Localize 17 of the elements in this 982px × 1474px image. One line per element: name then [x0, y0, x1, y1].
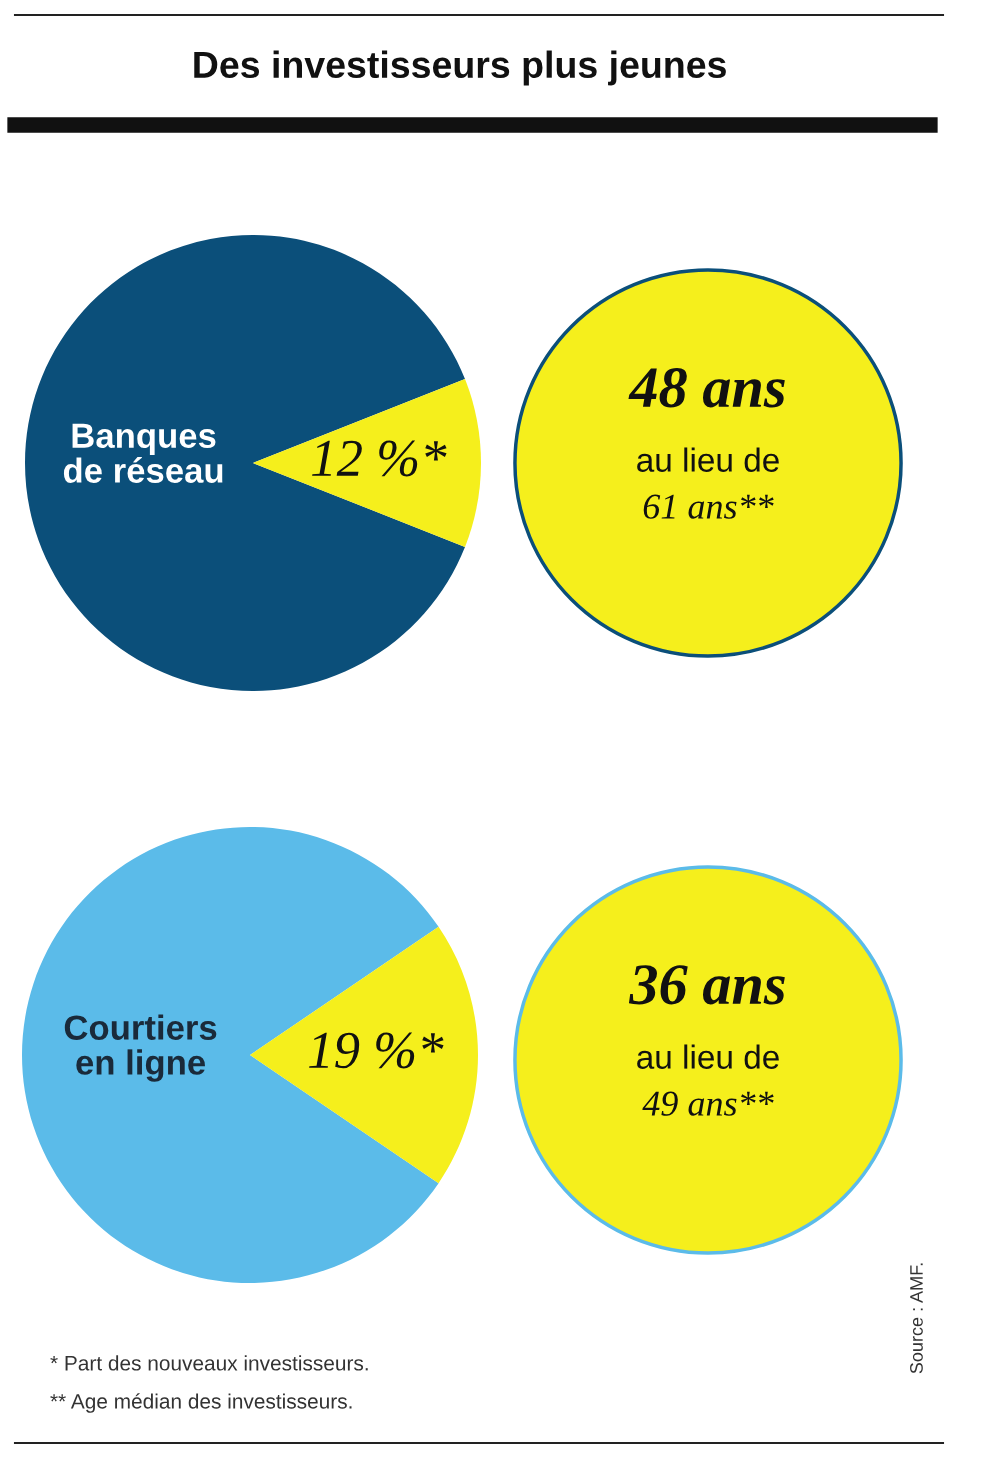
pie-slice	[253, 379, 481, 547]
data-label: 12 %*	[312, 440, 447, 477]
source-note: Source : AMF.	[910, 1263, 923, 1374]
text: au lieu de	[637, 1044, 779, 1069]
text: * Part des nouveaux investisseurs.	[50, 1355, 368, 1371]
text: au lieu de	[637, 447, 779, 472]
slice-label: Banques de réseau	[63, 423, 223, 483]
data-label: 19 %*	[309, 1032, 444, 1069]
chart-title: Des investisseurs plus jeunes	[194, 50, 726, 86]
slice-label: Courtiers en ligne	[64, 1014, 217, 1082]
text: 49 ans**	[642, 1091, 774, 1116]
text: 48 ans	[628, 368, 785, 408]
text: 36 ans	[628, 965, 785, 1005]
pie-slice	[25, 235, 465, 691]
text: 61 ans**	[643, 494, 774, 519]
text: ** Age médian des investisseurs.	[50, 1393, 352, 1413]
pie-slice	[250, 926, 478, 1184]
